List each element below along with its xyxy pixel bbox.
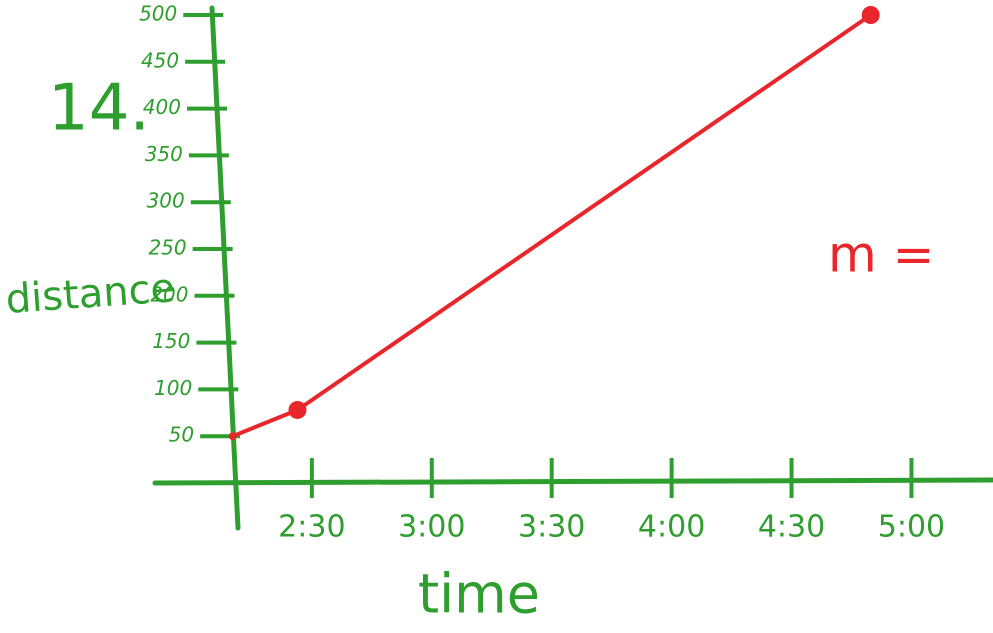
x-tick-label: 4:30 — [758, 510, 825, 545]
x-tick-label: 3:30 — [518, 510, 585, 545]
x-tick-label: 2:30 — [278, 510, 345, 545]
y-tick-label: 350 — [145, 142, 183, 166]
data-line — [233, 15, 871, 436]
y-tick-label: 250 — [148, 236, 186, 260]
x-axis-label: time — [418, 563, 540, 626]
y-tick-label: 300 — [147, 189, 185, 213]
x-tick-label: 3:00 — [398, 510, 465, 545]
problem-number: 14. — [48, 72, 150, 146]
y-tick-label: 100 — [154, 376, 192, 400]
y-tick-label: 500 — [139, 2, 177, 26]
y-tick-label: 400 — [143, 95, 181, 119]
y-axis — [212, 8, 238, 528]
data-point — [229, 432, 237, 440]
slope-annotation: m = — [828, 226, 935, 284]
y-tick-label: 50 — [169, 423, 194, 447]
data-point — [862, 6, 880, 24]
whiteboard-chart: 14. distance time m = 501001502002503003… — [0, 0, 993, 633]
data-point — [288, 401, 306, 419]
y-tick-label: 150 — [152, 329, 190, 353]
x-tick-label: 5:00 — [878, 510, 945, 545]
x-axis — [155, 480, 993, 483]
y-tick-label: 450 — [141, 48, 179, 72]
y-tick-label: 200 — [150, 282, 188, 306]
x-tick-label: 4:00 — [638, 510, 705, 545]
